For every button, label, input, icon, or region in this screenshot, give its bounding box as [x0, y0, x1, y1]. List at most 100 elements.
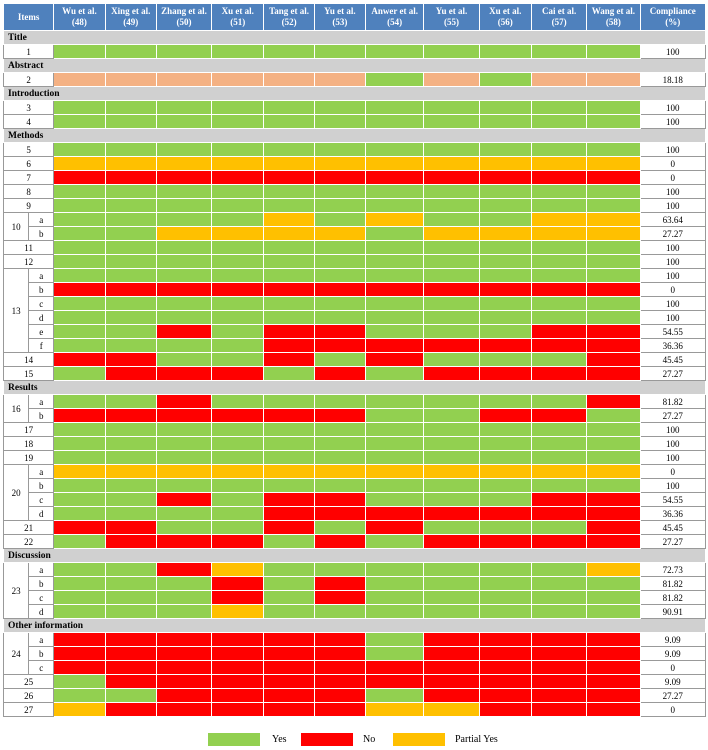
rating-cell — [423, 240, 480, 255]
item-number: 7 — [2, 170, 55, 185]
rating-cell — [53, 156, 106, 171]
compliance-value: 27.27 — [639, 688, 707, 703]
rating-cell — [53, 646, 106, 661]
rating-cell — [53, 674, 106, 689]
rating-cell — [478, 100, 532, 115]
compliance-value: 81.82 — [639, 394, 707, 409]
rating-cell — [586, 450, 641, 465]
compliance-value: 100 — [639, 436, 707, 451]
rating-cell — [423, 352, 480, 367]
rating-cell — [313, 492, 367, 507]
compliance-value: 9.09 — [639, 674, 707, 689]
compliance-header: Compliance (%) — [639, 3, 707, 31]
item-number: 15 — [2, 366, 55, 381]
rating-cell — [155, 702, 213, 717]
rating-cell — [263, 268, 315, 283]
rating-cell — [104, 534, 157, 549]
rating-cell — [478, 576, 532, 591]
rating-cell — [211, 464, 265, 479]
rating-cell — [365, 72, 425, 87]
rating-cell — [53, 184, 106, 199]
rating-cell — [104, 282, 157, 297]
rating-cell — [263, 450, 315, 465]
rating-cell — [530, 310, 588, 325]
rating-cell — [365, 170, 425, 185]
rating-cell — [423, 450, 480, 465]
rating-cell — [423, 268, 480, 283]
rating-cell — [211, 450, 265, 465]
rating-cell — [586, 478, 641, 493]
rating-cell — [211, 44, 265, 59]
rating-cell — [423, 100, 480, 115]
rating-cell — [263, 562, 315, 577]
rating-cell — [423, 282, 480, 297]
rating-cell — [104, 310, 157, 325]
study-header: Wang et al. (58) — [586, 3, 641, 31]
rating-cell — [365, 254, 425, 269]
item-number: 1 — [2, 44, 55, 59]
rating-cell — [530, 142, 588, 157]
rating-cell — [155, 394, 213, 409]
rating-cell — [155, 492, 213, 507]
compliance-value: 9.09 — [639, 646, 707, 661]
table-row: 21 45.45 — [2, 520, 707, 535]
table-row: 1 100 — [2, 44, 707, 59]
section-row: Results — [3, 380, 706, 395]
rating-cell — [104, 520, 157, 535]
rating-cell — [530, 688, 588, 703]
rating-cell — [365, 184, 425, 199]
rating-cell — [53, 534, 106, 549]
rating-cell — [365, 366, 425, 381]
sub-item-label: a — [28, 268, 55, 283]
rating-cell — [423, 142, 480, 157]
rating-cell — [313, 226, 367, 241]
rating-cell — [53, 394, 106, 409]
compliance-value: 0 — [639, 156, 707, 171]
rating-cell — [365, 534, 425, 549]
rating-cell — [155, 142, 213, 157]
rating-cell — [530, 268, 588, 283]
table-row: f 36.36 — [4, 338, 707, 353]
item-number: 19 — [2, 450, 55, 465]
rating-cell — [263, 590, 315, 605]
rating-cell — [155, 366, 213, 381]
compliance-value: 100 — [639, 422, 707, 437]
compliance-value: 0 — [639, 464, 707, 479]
rating-cell — [365, 562, 425, 577]
rating-cell — [530, 632, 588, 647]
rating-cell — [586, 310, 641, 325]
rating-cell — [313, 450, 367, 465]
rating-cell — [211, 632, 265, 647]
rating-cell — [423, 632, 480, 647]
rating-cell — [313, 114, 367, 129]
rating-cell — [313, 282, 367, 297]
rating-cell — [530, 604, 588, 619]
rating-cell — [53, 310, 106, 325]
rating-cell — [155, 674, 213, 689]
rating-cell — [263, 632, 315, 647]
rating-cell — [53, 464, 106, 479]
rating-cell — [423, 198, 480, 213]
compliance-value: 36.36 — [639, 338, 707, 353]
item-number: 22 — [2, 534, 55, 549]
rating-cell — [365, 632, 425, 647]
item-number: 24 — [2, 632, 30, 675]
rating-cell — [211, 338, 265, 353]
rating-cell — [313, 338, 367, 353]
rating-cell — [263, 240, 315, 255]
rating-cell — [211, 702, 265, 717]
rating-cell — [155, 590, 213, 605]
item-number: 6 — [2, 156, 55, 171]
legend-swatch-no — [301, 733, 353, 746]
table-row: 24 a 9.09 — [2, 632, 707, 675]
table-row: 27 0 — [2, 702, 707, 717]
rating-cell — [478, 674, 532, 689]
section-title: Methods — [3, 128, 706, 143]
rating-cell — [365, 114, 425, 129]
table-row: c 81.82 — [4, 590, 707, 605]
table-row: 3 100 — [2, 100, 707, 115]
compliance-value: 0 — [639, 702, 707, 717]
rating-cell — [313, 506, 367, 521]
rating-cell — [155, 688, 213, 703]
